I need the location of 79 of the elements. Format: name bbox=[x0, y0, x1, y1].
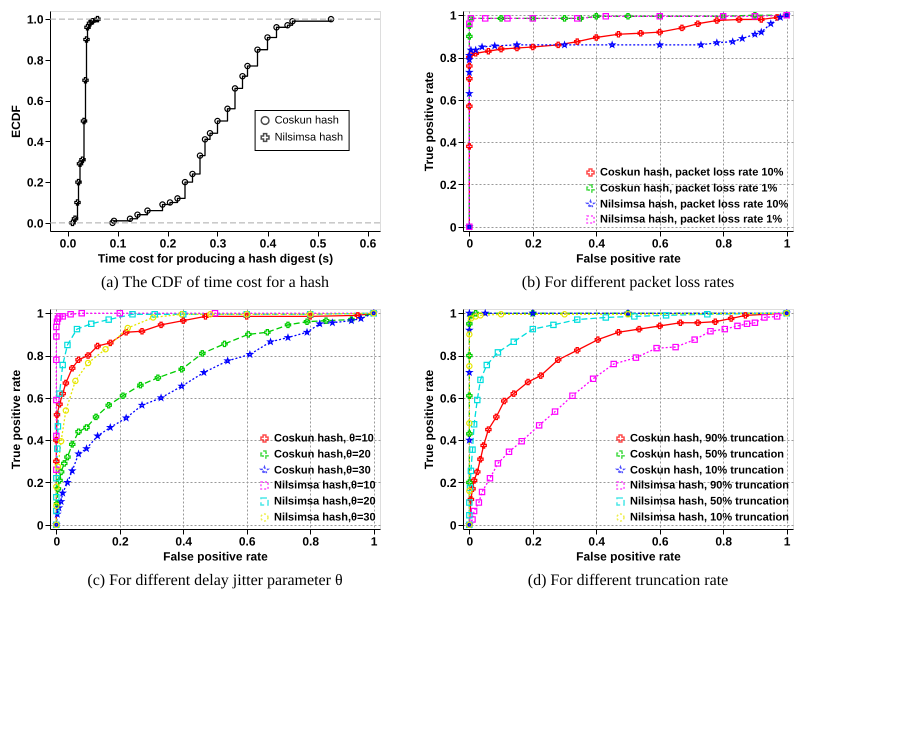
x-tick-label: 0.6 bbox=[360, 236, 377, 250]
y-tick-label: 0.2 bbox=[440, 476, 457, 490]
x-tick-label: 0.4 bbox=[588, 236, 606, 250]
x-tick-label: 0.6 bbox=[652, 236, 669, 250]
legend-label: Coskun hash, packet loss rate 10% bbox=[600, 166, 784, 178]
y-tick-label: 0.4 bbox=[26, 434, 44, 448]
legend-label: Coskun hash,θ=30 bbox=[274, 464, 371, 476]
y-tick-label: 0.4 bbox=[440, 136, 457, 150]
text: (b) For different packet loss rates bbox=[522, 274, 734, 291]
y-tick-label: 0.8 bbox=[26, 53, 44, 68]
x-tick-label: 0.2 bbox=[524, 534, 542, 548]
legend-label: Nilsimsa hash, 10% truncation bbox=[630, 512, 790, 524]
y-tick-label: 0 bbox=[450, 518, 457, 532]
x-tick-label: 0 bbox=[466, 236, 474, 250]
legend-label: Coskun hash, packet loss rate 1% bbox=[600, 182, 778, 194]
y-tick-label: 0.0 bbox=[26, 216, 44, 230]
x-axis-title: False positive rate bbox=[576, 550, 682, 564]
x-tick-label: 0.2 bbox=[112, 534, 129, 548]
y-tick-label: 0.6 bbox=[26, 391, 44, 406]
x-tick-label: 0.2 bbox=[524, 236, 542, 250]
y-tick-label: 0.2 bbox=[440, 178, 457, 192]
legend-label: Nilsimsa hash, packet loss rate 10% bbox=[600, 198, 789, 210]
text: (a) The CDF of time cost for a hash bbox=[100, 274, 330, 291]
legend-label: Nilsimsa hash,θ=20 bbox=[274, 496, 376, 508]
x-tick-label: 0.2 bbox=[160, 236, 177, 250]
legend-label: Coskun hash, 50% truncation bbox=[630, 448, 784, 460]
legend-label: Nilsimsa hash, packet loss rate 1% bbox=[600, 214, 782, 226]
x-tick-label: 0 bbox=[54, 534, 60, 548]
x-tick-label: 0.4 bbox=[260, 236, 277, 250]
x-tick-label: 0.4 bbox=[175, 534, 192, 548]
text: (d) For different truncation rate bbox=[528, 572, 728, 589]
y-tick-label: 1 bbox=[450, 8, 457, 23]
x-tick-label: 0.6 bbox=[652, 534, 669, 548]
y-tick-label: 0.8 bbox=[440, 349, 457, 364]
y-axis-title: ECDF bbox=[8, 105, 23, 138]
x-tick-label: 0.4 bbox=[588, 534, 606, 548]
y-tick-label: 0.8 bbox=[26, 349, 44, 364]
legend-label: Coskun hash bbox=[274, 114, 339, 126]
y-tick-label: 0.2 bbox=[26, 176, 44, 190]
x-axis-title: Time cost for producing a hash digest (s) bbox=[98, 252, 334, 266]
legend-label: Nilsimsa hash,θ=10 bbox=[274, 480, 376, 492]
x-tick-label: 0.3 bbox=[210, 236, 227, 250]
y-tick-label: 0.6 bbox=[26, 94, 44, 108]
y-tick-label: 0.4 bbox=[26, 134, 44, 149]
y-axis-title: True positive rate bbox=[422, 71, 436, 172]
legend-label: Coskun hash, 90% truncation bbox=[630, 432, 784, 444]
x-tick-label: 0.8 bbox=[302, 534, 320, 548]
x-tick-label: 0.6 bbox=[238, 534, 256, 548]
x-tick-label: 0.8 bbox=[715, 534, 732, 548]
y-tick-label: 0.2 bbox=[26, 476, 44, 490]
y-tick-label: 0.6 bbox=[440, 93, 457, 108]
legend-label: Nilsimsa hash,θ=30 bbox=[274, 512, 376, 524]
y-tick-label: 0 bbox=[450, 220, 457, 234]
y-tick-label: 0.6 bbox=[440, 391, 457, 406]
y-tick-label: 1 bbox=[36, 306, 44, 321]
y-tick-label: 0.4 bbox=[440, 434, 457, 448]
x-tick-label: 0 bbox=[466, 534, 474, 548]
x-tick-label: 0.5 bbox=[310, 236, 327, 250]
x-tick-label: 0.0 bbox=[60, 236, 77, 250]
y-tick-label: 0 bbox=[36, 518, 44, 532]
legend-label: Nilsimsa hash, 90% truncation bbox=[630, 480, 790, 492]
x-tick-label: 1 bbox=[784, 534, 791, 548]
x-tick-label: 0.8 bbox=[715, 236, 732, 250]
legend-label: Nilsimsa hash bbox=[274, 132, 344, 144]
text: (c) For different delay jitter parameter θ bbox=[87, 572, 343, 589]
x-axis-title: False positive rate bbox=[163, 550, 268, 564]
y-tick-label: 1.0 bbox=[26, 12, 44, 27]
legend-label: Nilsimsa hash, 50% truncation bbox=[630, 496, 790, 508]
legend-label: Coskun hash, θ=10 bbox=[274, 432, 374, 444]
x-tick-label: 1 bbox=[784, 236, 791, 250]
legend-label: Coskun hash, 10% truncation bbox=[630, 464, 784, 476]
x-tick-label: 1 bbox=[370, 534, 378, 548]
x-tick-label: 0.1 bbox=[110, 236, 127, 250]
y-tick-label: 0.8 bbox=[440, 51, 457, 66]
legend-label: Coskun hash,θ=20 bbox=[274, 448, 371, 460]
y-axis-title: True positive rate bbox=[8, 369, 23, 470]
y-axis-title: True positive rate bbox=[422, 369, 436, 470]
y-tick-label: 1 bbox=[450, 306, 457, 321]
x-axis-title: False positive rate bbox=[576, 252, 682, 266]
